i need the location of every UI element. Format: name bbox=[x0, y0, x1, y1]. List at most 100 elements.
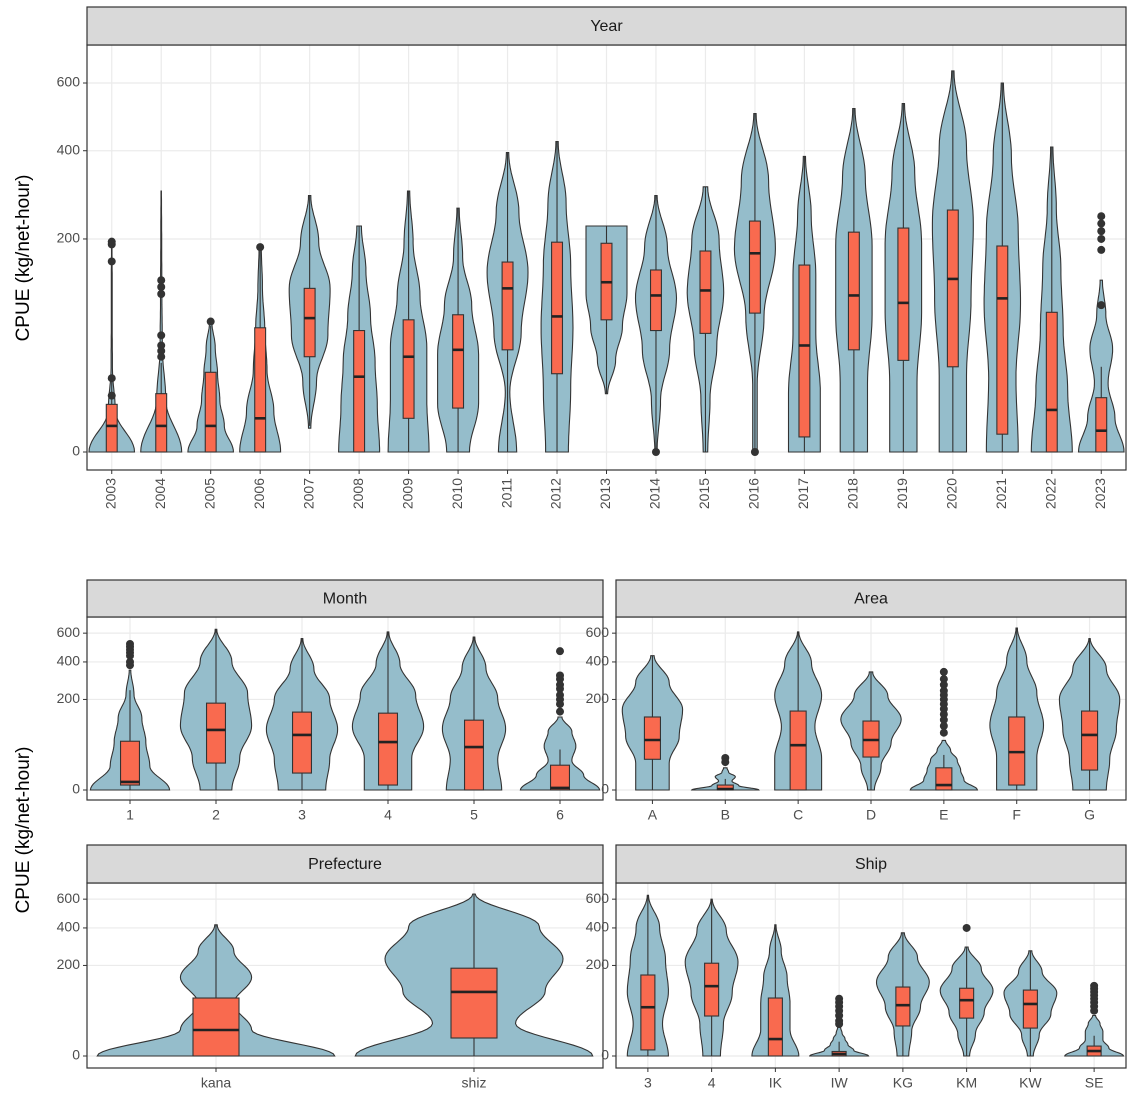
outlier bbox=[1097, 212, 1106, 221]
box bbox=[1095, 397, 1108, 453]
x-tick-label: 2012 bbox=[548, 478, 564, 509]
outlier bbox=[939, 667, 948, 676]
violin bbox=[1077, 279, 1125, 453]
box bbox=[549, 764, 571, 791]
violin bbox=[140, 190, 183, 453]
outlier bbox=[107, 391, 116, 400]
box bbox=[192, 997, 240, 1057]
box bbox=[1022, 989, 1038, 1029]
box bbox=[551, 241, 564, 375]
x-tick-label: 2004 bbox=[152, 478, 168, 509]
box bbox=[640, 974, 656, 1051]
x-tick-label: G bbox=[1084, 807, 1095, 823]
box bbox=[699, 250, 712, 334]
box bbox=[935, 767, 953, 791]
strip-title: Area bbox=[854, 591, 888, 608]
outlier bbox=[157, 331, 166, 340]
x-tick-label: 5 bbox=[470, 807, 478, 823]
box bbox=[767, 997, 783, 1057]
x-tick-label: 2013 bbox=[597, 478, 613, 509]
outlier bbox=[1097, 227, 1106, 236]
x-tick-label: KW bbox=[1019, 1075, 1042, 1091]
outlier bbox=[107, 374, 116, 383]
outlier bbox=[126, 661, 134, 670]
x-tick-label: 6 bbox=[556, 807, 564, 823]
x-tick-label: 2019 bbox=[894, 478, 910, 509]
box bbox=[649, 269, 662, 332]
outlier bbox=[939, 728, 948, 737]
box bbox=[959, 987, 975, 1019]
outlier bbox=[556, 684, 564, 693]
outlier bbox=[107, 240, 116, 249]
x-tick-label: 4 bbox=[708, 1075, 716, 1091]
x-tick-label: 2006 bbox=[251, 478, 267, 509]
box bbox=[377, 712, 399, 786]
x-tick-label: 2007 bbox=[300, 478, 316, 509]
box bbox=[204, 371, 217, 453]
box bbox=[254, 327, 267, 453]
y-tick-label: 0 bbox=[72, 781, 80, 797]
y-axis-label: CPUE (kg/net-hour) bbox=[13, 175, 34, 342]
y-tick-label: 400 bbox=[586, 653, 610, 669]
outlier bbox=[157, 276, 166, 285]
x-tick-label: 1 bbox=[126, 807, 134, 823]
box bbox=[303, 287, 316, 358]
x-tick-label: E bbox=[939, 807, 948, 823]
box bbox=[463, 719, 485, 791]
x-tick-label: 2018 bbox=[845, 478, 861, 509]
outlier bbox=[939, 710, 948, 719]
box bbox=[205, 702, 227, 764]
y-tick-label: 600 bbox=[586, 624, 610, 640]
box bbox=[798, 264, 811, 438]
box bbox=[996, 245, 1009, 435]
x-tick-label: C bbox=[793, 807, 803, 823]
outlier bbox=[256, 243, 265, 252]
strip-title: Ship bbox=[855, 856, 887, 873]
strip bbox=[615, 844, 1127, 884]
outlier bbox=[157, 341, 166, 350]
outlier bbox=[157, 282, 166, 291]
y-tick-label: 200 bbox=[57, 690, 81, 706]
box bbox=[353, 330, 366, 453]
x-tick-label: 2017 bbox=[795, 478, 811, 509]
box bbox=[501, 261, 514, 351]
outlier bbox=[157, 346, 166, 355]
box bbox=[748, 220, 761, 314]
outlier bbox=[835, 1019, 844, 1028]
box bbox=[291, 711, 313, 774]
box bbox=[452, 314, 465, 409]
outlier bbox=[1097, 301, 1106, 310]
x-tick-label: 2 bbox=[212, 807, 220, 823]
x-tick-label: 2003 bbox=[102, 478, 118, 509]
x-tick-label: 2015 bbox=[696, 478, 712, 509]
box bbox=[847, 231, 860, 351]
outlier bbox=[651, 448, 660, 456]
outlier bbox=[556, 647, 564, 656]
outlier bbox=[556, 700, 564, 709]
panel-background bbox=[87, 617, 603, 800]
x-tick-label: 2023 bbox=[1092, 478, 1108, 509]
outlier bbox=[939, 680, 948, 689]
box bbox=[897, 227, 910, 361]
x-tick-label: B bbox=[721, 807, 730, 823]
box bbox=[643, 716, 661, 760]
x-tick-label: IK bbox=[769, 1075, 783, 1091]
x-tick-label: KM bbox=[956, 1075, 977, 1091]
x-tick-label: KG bbox=[893, 1075, 913, 1091]
y-tick-label: 0 bbox=[72, 1047, 80, 1063]
violin bbox=[690, 767, 760, 791]
x-tick-label: 4 bbox=[384, 807, 392, 823]
y-axis-label: CPUE (kg/net-hour) bbox=[13, 747, 34, 914]
outlier bbox=[157, 290, 166, 299]
y-tick-label: 200 bbox=[586, 690, 610, 706]
strip bbox=[86, 844, 604, 884]
outlier bbox=[939, 675, 948, 684]
x-tick-label: 2021 bbox=[993, 478, 1009, 509]
x-tick-label: 3 bbox=[298, 807, 306, 823]
box bbox=[450, 967, 498, 1039]
x-tick-label: A bbox=[648, 807, 658, 823]
y-tick-label: 600 bbox=[57, 890, 81, 906]
outlier bbox=[556, 675, 564, 684]
